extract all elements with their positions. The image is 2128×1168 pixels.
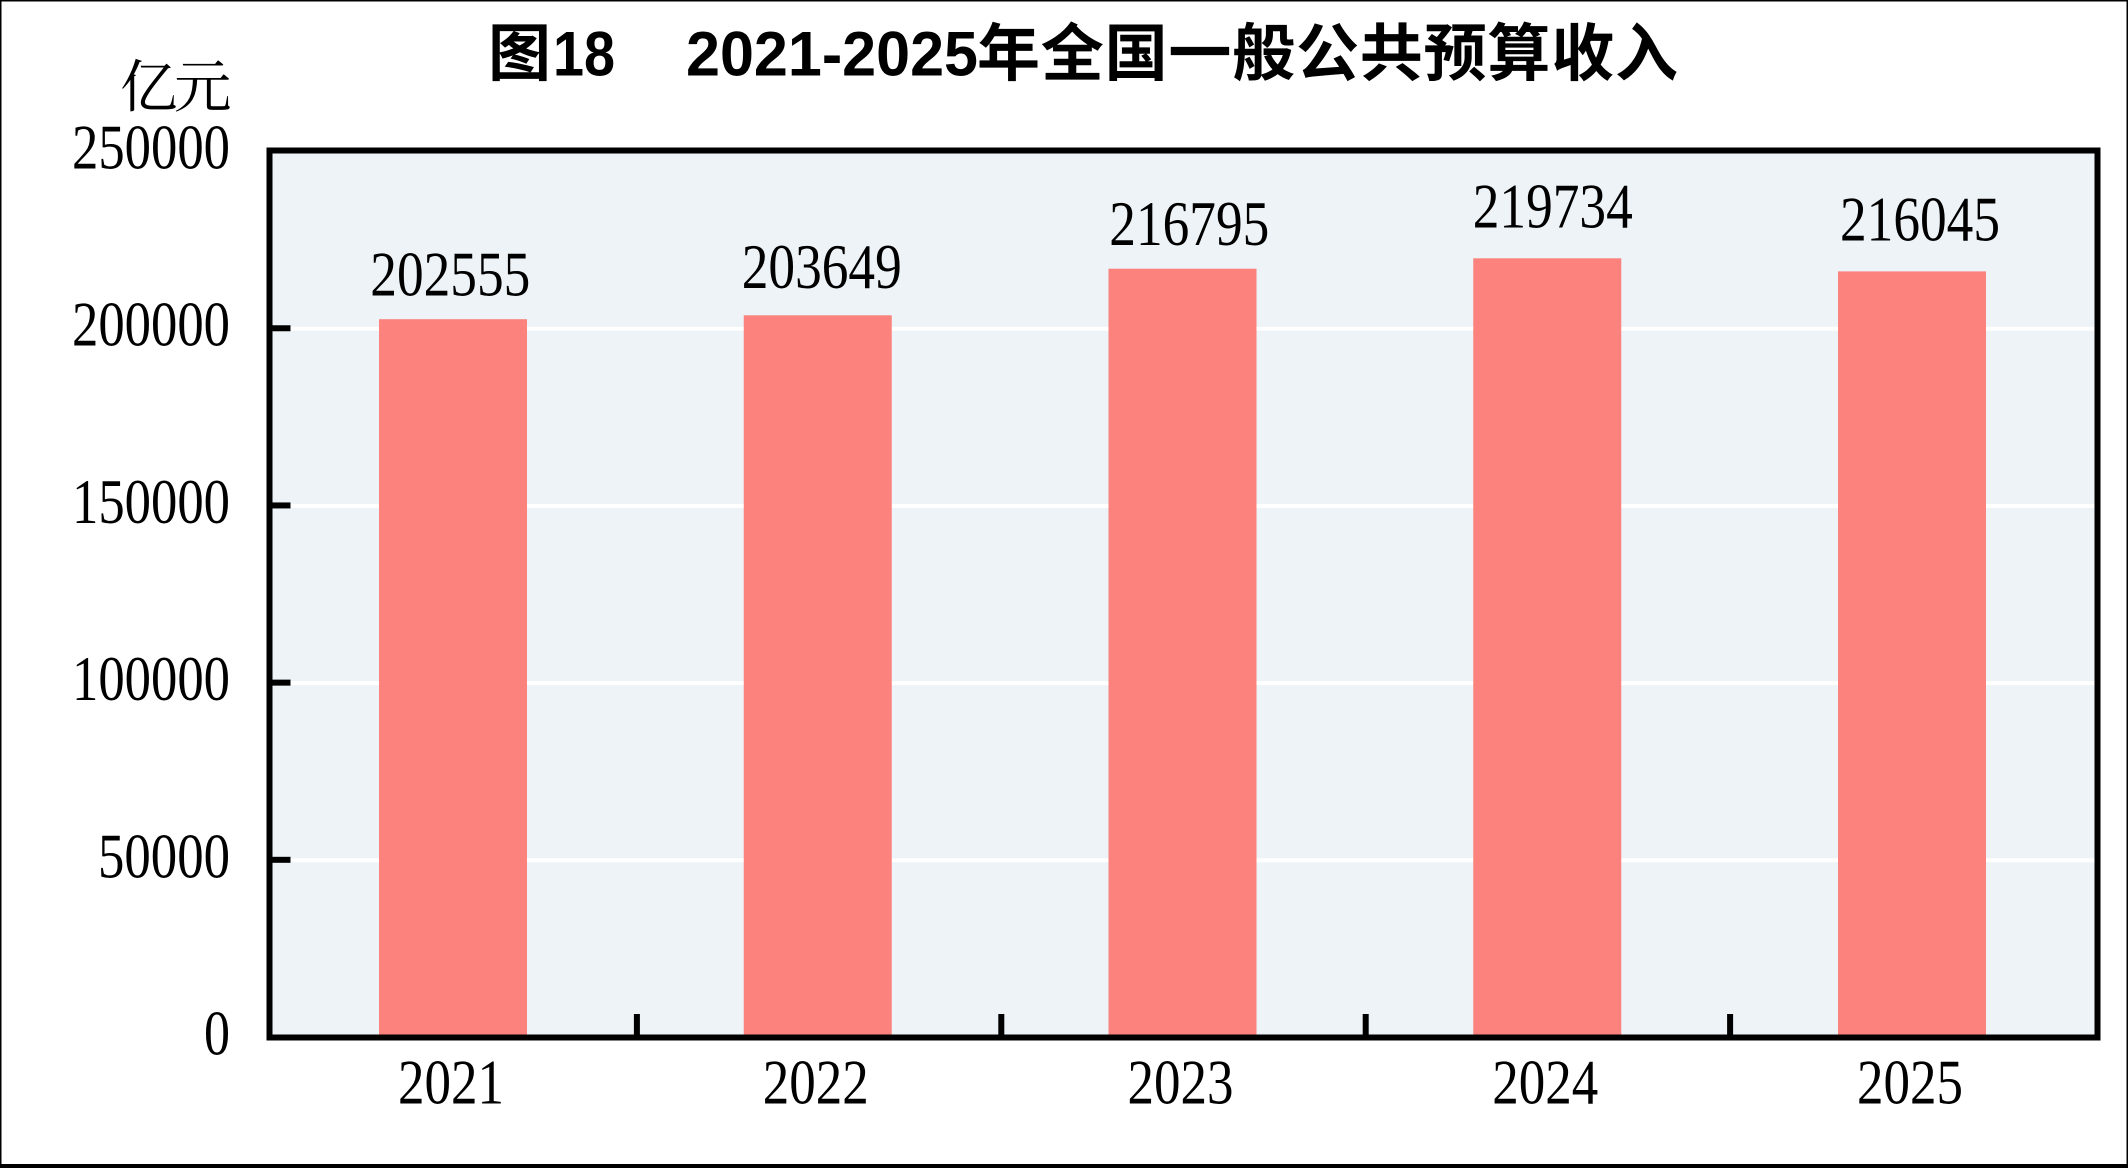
svg-text:2024: 2024 <box>1492 1048 1598 1118</box>
svg-text:0: 0 <box>204 999 230 1069</box>
svg-text:150000: 150000 <box>72 467 230 537</box>
svg-text:50000: 50000 <box>98 821 230 891</box>
svg-text:250000: 250000 <box>72 113 230 183</box>
svg-text:202555: 202555 <box>370 240 530 310</box>
svg-text:2021: 2021 <box>398 1048 504 1118</box>
svg-text:2021-2025: 2021-2025 <box>686 20 978 90</box>
svg-text:203649: 203649 <box>742 232 902 302</box>
svg-text:200000: 200000 <box>72 290 230 360</box>
svg-text:18: 18 <box>553 20 615 90</box>
svg-text:2022: 2022 <box>763 1048 869 1118</box>
svg-text:219734: 219734 <box>1473 172 1633 242</box>
svg-text:100000: 100000 <box>72 644 230 714</box>
svg-text:216795: 216795 <box>1109 189 1269 259</box>
svg-text:216045: 216045 <box>1840 184 2000 254</box>
svg-text:2025: 2025 <box>1857 1048 1963 1118</box>
svg-text:2023: 2023 <box>1128 1048 1234 1118</box>
